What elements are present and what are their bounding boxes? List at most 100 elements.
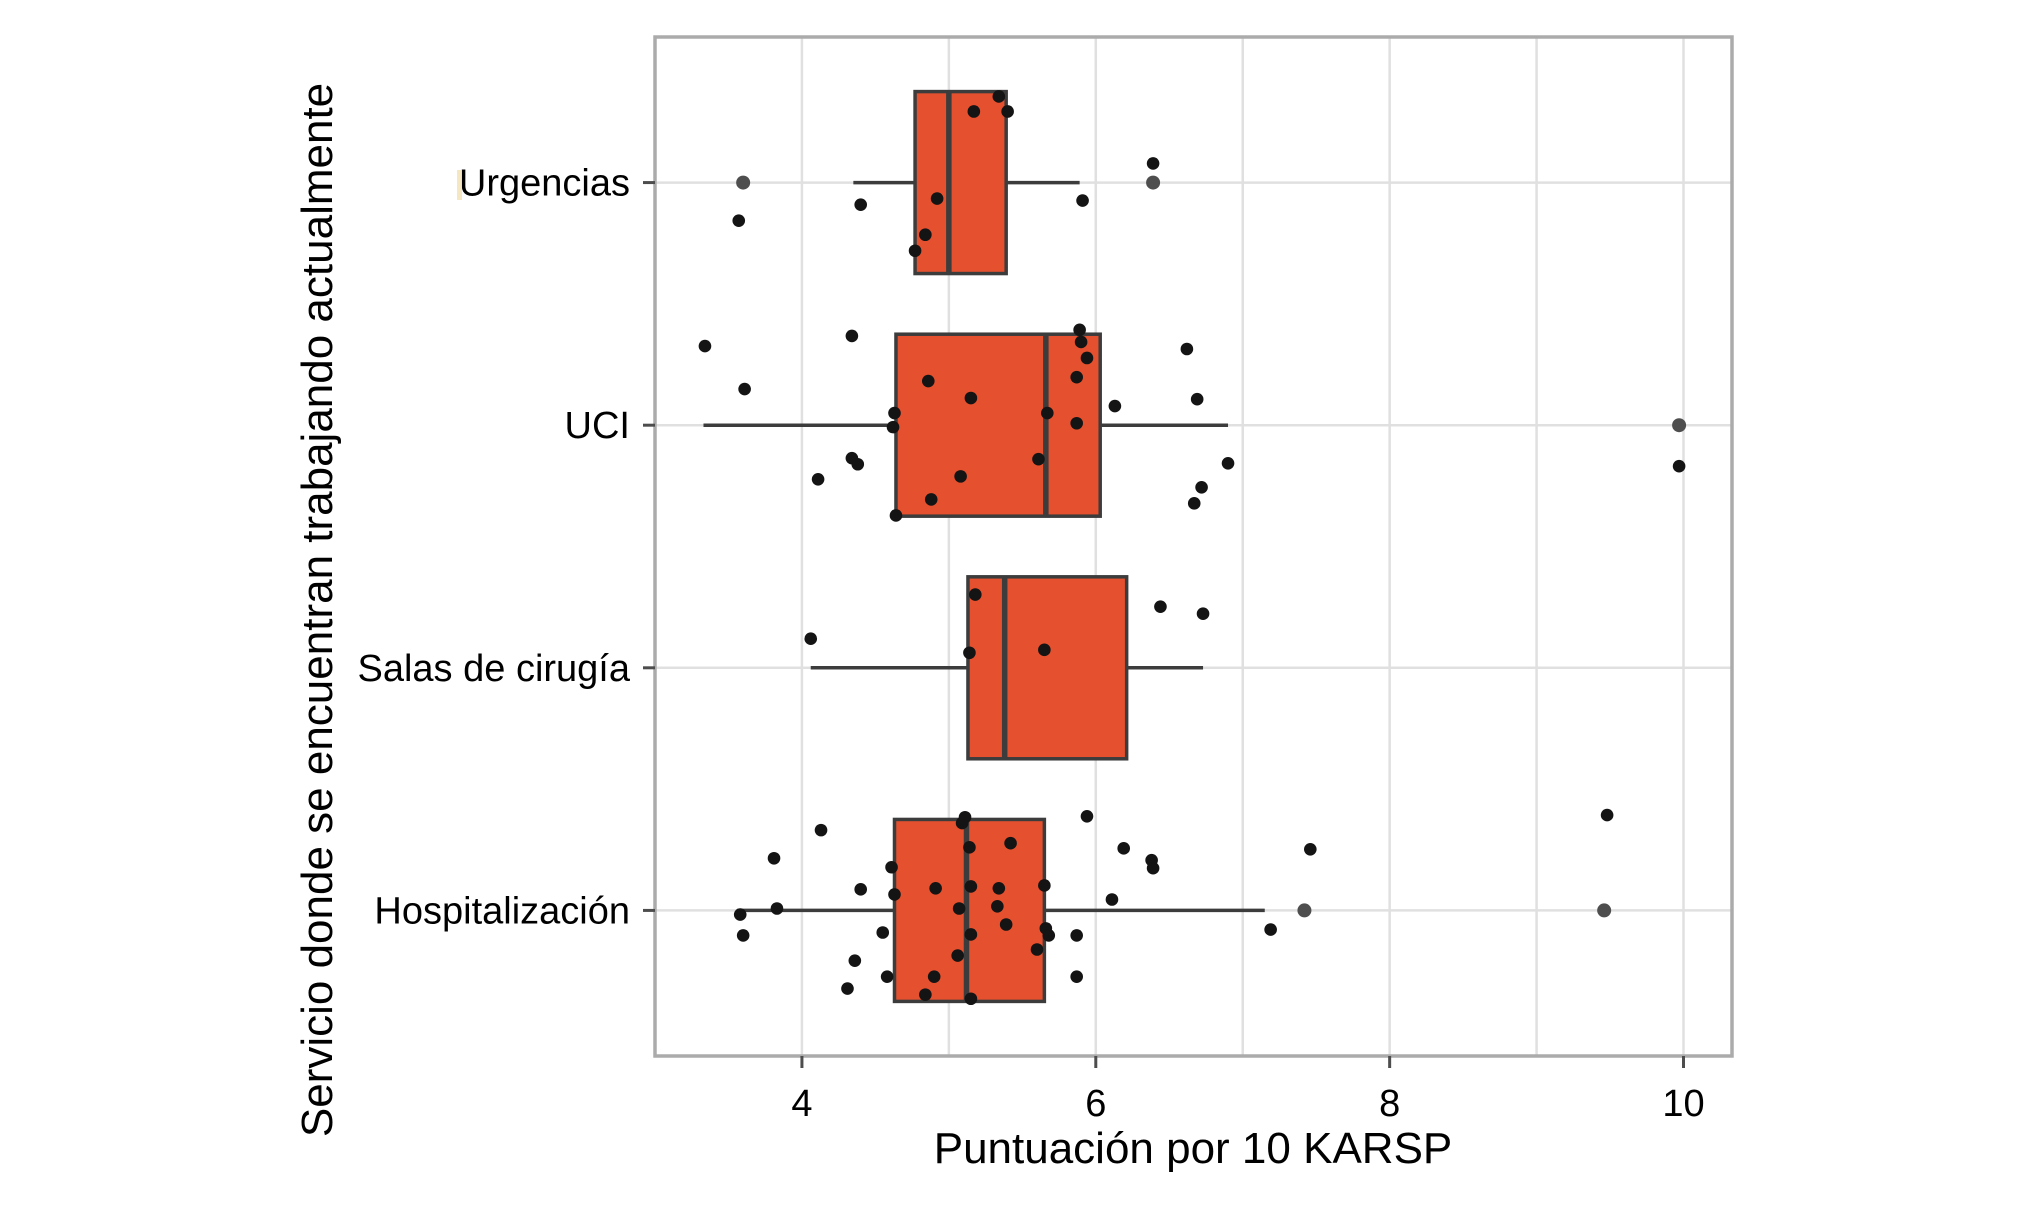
data-point xyxy=(880,970,894,983)
data-point xyxy=(1196,607,1210,621)
data-point xyxy=(851,457,865,471)
data-point xyxy=(1070,970,1083,983)
data-point xyxy=(1080,351,1094,365)
data-point xyxy=(814,823,828,837)
data-point xyxy=(770,902,784,915)
x-tick-label: 8 xyxy=(1379,1083,1400,1125)
data-point xyxy=(1038,879,1051,892)
data-point xyxy=(951,949,964,962)
plot-area: 4 6 8 10 Urgencias UCI Salas de cirugía Hospita… xyxy=(358,35,1734,1125)
data-point xyxy=(848,954,862,967)
data-point xyxy=(964,880,978,893)
data-point xyxy=(991,900,1004,913)
data-point xyxy=(698,339,712,353)
data-point xyxy=(1030,943,1044,956)
data-point xyxy=(885,860,898,874)
data-point xyxy=(1105,893,1119,906)
data-point xyxy=(1032,452,1045,466)
data-point xyxy=(804,632,818,645)
data-point xyxy=(958,810,972,824)
data-point xyxy=(1190,392,1204,406)
data-point xyxy=(767,851,781,865)
box xyxy=(966,575,1129,761)
x-axis-title: Puntuación por 10 KARSP xyxy=(934,1124,1453,1173)
data-point xyxy=(964,928,978,941)
data-point xyxy=(964,391,978,405)
data-point xyxy=(1146,861,1160,875)
data-point xyxy=(1672,459,1686,473)
data-point xyxy=(1001,105,1014,118)
x-tick-label: 6 xyxy=(1085,1083,1106,1125)
data-point xyxy=(1187,497,1201,510)
data-point xyxy=(1264,923,1277,936)
data-point xyxy=(992,882,1006,895)
data-point xyxy=(921,374,935,388)
y-tick-label: Urgencias xyxy=(459,163,630,205)
outlier-point xyxy=(736,175,751,190)
panel-background xyxy=(655,37,1732,1056)
data-point xyxy=(1074,335,1088,349)
data-point xyxy=(841,982,854,995)
data-point xyxy=(930,192,944,205)
data-point xyxy=(929,882,942,895)
outlier-point xyxy=(1297,903,1312,918)
box xyxy=(913,89,1008,276)
data-point xyxy=(854,883,868,896)
data-point xyxy=(1070,416,1083,430)
outlier-point xyxy=(1672,418,1687,433)
data-point xyxy=(732,214,746,227)
data-point xyxy=(963,841,976,854)
data-point xyxy=(854,198,868,211)
y-tick-label: Salas de cirugía xyxy=(358,648,631,690)
data-point xyxy=(1038,643,1051,657)
data-point xyxy=(845,329,859,343)
data-point xyxy=(736,929,750,942)
data-point xyxy=(1070,929,1083,942)
outlier-point xyxy=(1146,175,1161,190)
data-point xyxy=(1004,836,1017,850)
data-point xyxy=(1108,399,1122,413)
data-point xyxy=(924,493,938,506)
data-point xyxy=(927,970,941,983)
data-point xyxy=(1080,809,1094,823)
data-point xyxy=(967,105,981,118)
data-point xyxy=(919,988,932,1001)
data-point xyxy=(999,918,1013,931)
data-point xyxy=(1070,370,1083,384)
x-tick-label: 10 xyxy=(1662,1083,1704,1125)
box xyxy=(894,332,1102,518)
data-point xyxy=(1146,157,1160,170)
data-point xyxy=(1073,323,1086,337)
y-tick-label: UCI xyxy=(565,405,630,447)
y-tick-label: Hospitalización xyxy=(374,890,630,932)
highlight-artifact xyxy=(457,170,462,200)
data-point xyxy=(1600,808,1614,822)
data-point xyxy=(1042,929,1056,942)
outlier-point xyxy=(1597,903,1612,918)
data-point xyxy=(969,588,982,601)
data-point xyxy=(738,382,751,396)
data-point xyxy=(954,470,967,483)
data-point xyxy=(1076,194,1089,207)
data-point xyxy=(888,888,901,901)
panel-border xyxy=(653,35,1734,1058)
data-point xyxy=(1041,406,1054,420)
data-point xyxy=(1195,481,1208,494)
data-point xyxy=(919,228,932,242)
data-point xyxy=(963,646,976,660)
data-point xyxy=(992,90,1006,103)
data-point xyxy=(876,926,890,939)
data-point xyxy=(1304,842,1317,856)
data-point xyxy=(1221,456,1235,470)
data-point xyxy=(964,992,978,1006)
data-point xyxy=(952,902,966,915)
data-point xyxy=(1154,600,1167,613)
data-point xyxy=(733,908,747,921)
data-point xyxy=(1180,342,1194,356)
y-axis-title: Servicio donde se encuentran trabajando … xyxy=(293,83,342,1137)
data-point xyxy=(908,244,922,258)
x-tick-label: 4 xyxy=(791,1083,812,1125)
data-point xyxy=(889,509,903,522)
